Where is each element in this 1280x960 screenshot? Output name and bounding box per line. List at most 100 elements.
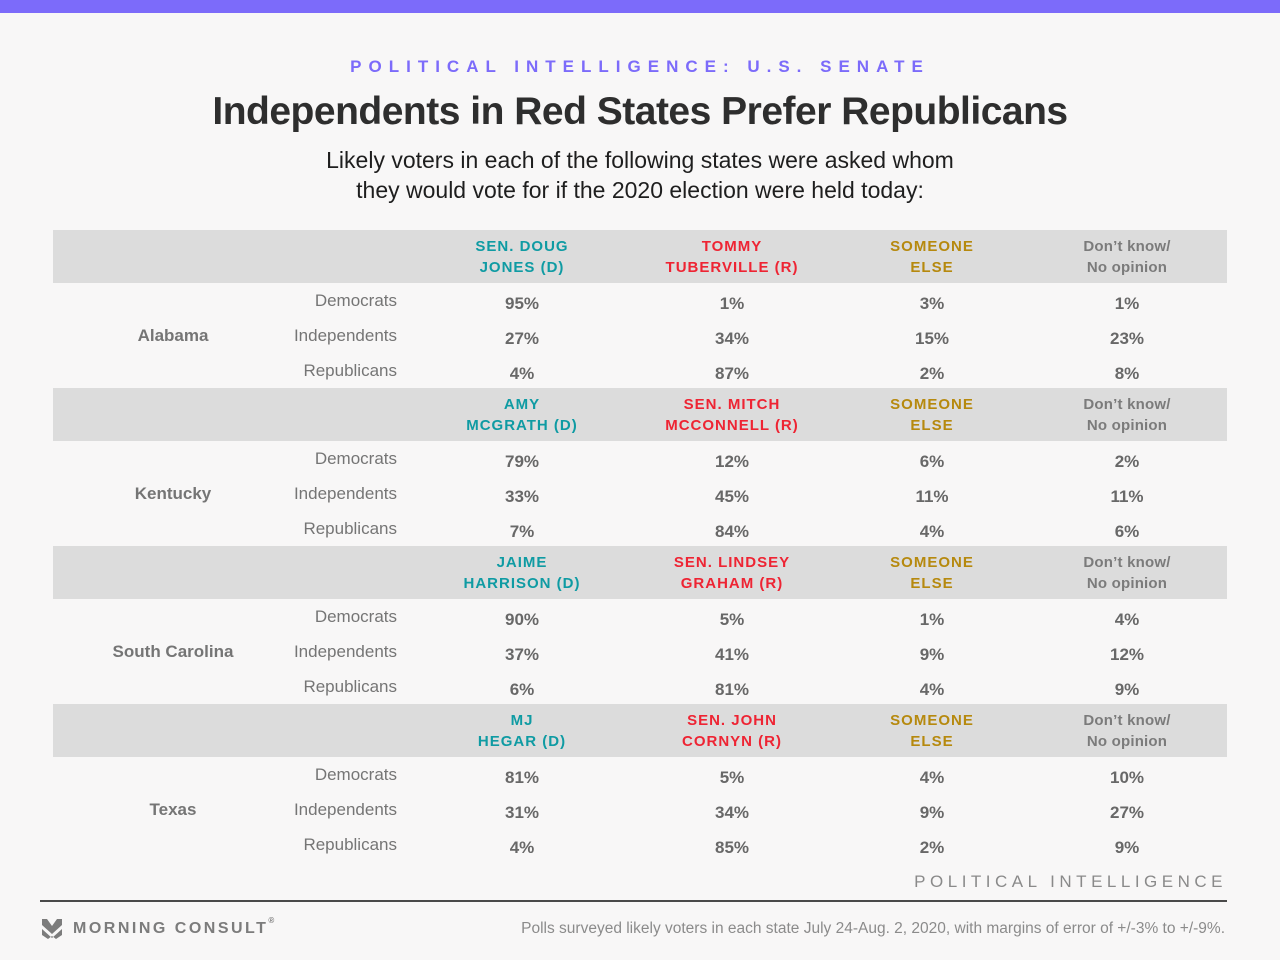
column-header-dont-know: Don’t know/ No opinion	[1027, 236, 1227, 278]
candidate-name-line: SEN. DOUG	[475, 237, 569, 255]
state-poll-section: AMY MCGRATH (D) SEN. MITCH MCCONNELL (R)…	[53, 388, 1227, 546]
state-name: Alabama	[137, 325, 209, 345]
column-header-someone-else: SOMEONE ELSE	[837, 236, 1027, 278]
eyebrow-kicker: POLITICAL INTELLIGENCE: U.S. SENATE	[350, 57, 930, 76]
candidate-name-line: HARRISON (D)	[463, 574, 581, 592]
candidate-header-row: JAIME HARRISON (D) SEN. LINDSEY GRAHAM (…	[53, 546, 1227, 599]
candidate-name-line: JONES (D)	[479, 258, 565, 276]
column-header-republican-candidate: SEN. MITCH MCCONNELL (R)	[627, 394, 837, 436]
page-subtitle: Likely voters in each of the following s…	[0, 145, 1280, 205]
poll-value: 41%	[714, 644, 750, 664]
poll-row-democrats: Democrats 90% 5% 1% 4%	[53, 599, 1227, 634]
candidate-name-line: TOMMY	[701, 237, 763, 255]
respondent-group-label: Democrats	[314, 290, 397, 310]
poll-value: 4%	[509, 363, 535, 383]
poll-row-democrats: Democrats 95% 1% 3% 1%	[53, 283, 1227, 318]
poll-value: 27%	[1109, 802, 1145, 822]
poll-value: 11%	[915, 486, 949, 506]
poll-row-independents: Independents 33% 45% 11% 11%	[53, 476, 1227, 511]
poll-value: 7%	[509, 521, 535, 541]
footer-row: MORNING CONSULT® Polls surveyed likely v…	[40, 916, 1225, 941]
column-header-someone-else: SOMEONE ELSE	[837, 710, 1027, 752]
poll-value: 34%	[714, 328, 750, 348]
state-rows: Kentucky Democrats 79% 12% 6% 2% Indepen…	[53, 441, 1227, 546]
poll-row-republicans: Republicans 7% 84% 4% 6%	[53, 511, 1227, 546]
column-header-republican-candidate: SEN. JOHN CORNYN (R)	[627, 710, 837, 752]
respondent-group-label: Republicans	[303, 676, 397, 696]
subtitle-line-2: they would vote for if the 2020 election…	[356, 177, 924, 203]
header-line: Don’t know/	[1083, 553, 1171, 571]
respondent-group-label: Democrats	[314, 764, 397, 784]
brand-name: MORNING CONSULT®	[73, 916, 275, 937]
footer-divider	[40, 900, 1227, 902]
header-line: ELSE	[910, 574, 954, 592]
poll-value: 4%	[919, 521, 945, 541]
header-line: No opinion	[1086, 574, 1168, 592]
column-header-republican-candidate: SEN. LINDSEY GRAHAM (R)	[627, 552, 837, 594]
column-header-someone-else: SOMEONE ELSE	[837, 394, 1027, 436]
poll-value: 95%	[504, 293, 540, 313]
morning-consult-m-logo-icon	[40, 917, 64, 941]
candidate-name-line: MJ	[510, 711, 534, 729]
state-rows: South Carolina Democrats 90% 5% 1% 4% In…	[53, 599, 1227, 704]
poll-value: 4%	[509, 837, 535, 857]
column-header-dont-know: Don’t know/ No opinion	[1027, 552, 1227, 594]
poll-value: 84%	[714, 521, 750, 541]
column-header-democrat-candidate: AMY MCGRATH (D)	[417, 394, 627, 436]
poll-value: 4%	[1114, 609, 1140, 629]
poll-value: 9%	[919, 802, 945, 822]
respondent-group-label: Independents	[293, 483, 397, 503]
state-name: Kentucky	[134, 483, 212, 503]
candidate-name-line: SEN. JOHN	[687, 711, 777, 729]
candidate-header-row: AMY MCGRATH (D) SEN. MITCH MCCONNELL (R)…	[53, 388, 1227, 441]
series-label: POLITICAL INTELLIGENCE	[914, 872, 1227, 891]
poll-row-democrats: Democrats 81% 5% 4% 10%	[53, 757, 1227, 792]
poll-value: 5%	[719, 767, 745, 787]
poll-value: 4%	[919, 679, 945, 699]
methodology-note: Polls surveyed likely voters in each sta…	[521, 920, 1225, 937]
poll-row-democrats: Democrats 79% 12% 6% 2%	[53, 441, 1227, 476]
header-line: No opinion	[1086, 416, 1168, 434]
candidate-name-line: AMY	[503, 395, 541, 413]
column-header-someone-else: SOMEONE ELSE	[837, 552, 1027, 594]
state-name: Texas	[149, 799, 197, 819]
poll-value: 10%	[1109, 767, 1145, 787]
respondent-group-label: Independents	[293, 641, 397, 661]
poll-value: 79%	[504, 451, 540, 471]
respondent-group-label: Independents	[293, 325, 397, 345]
poll-value: 15%	[914, 328, 950, 348]
poll-value: 31%	[504, 802, 540, 822]
poll-value: 12%	[1109, 644, 1145, 664]
poll-table: SEN. DOUG JONES (D) TOMMY TUBERVILLE (R)…	[53, 230, 1227, 862]
header-line: No opinion	[1086, 258, 1168, 276]
column-header-dont-know: Don’t know/ No opinion	[1027, 710, 1227, 752]
candidate-header-row: SEN. DOUG JONES (D) TOMMY TUBERVILLE (R)…	[53, 230, 1227, 283]
poll-row-republicans: Republicans 4% 85% 2% 9%	[53, 827, 1227, 862]
candidate-name-line: SEN. LINDSEY	[673, 553, 791, 571]
header-line: ELSE	[910, 258, 954, 276]
header-line: Don’t know/	[1083, 395, 1171, 413]
candidate-header-row: MJ HEGAR (D) SEN. JOHN CORNYN (R) SOMEON…	[53, 704, 1227, 757]
header-line: No opinion	[1086, 732, 1168, 750]
candidate-name-line: TUBERVILLE (R)	[665, 258, 799, 276]
state-rows: Alabama Democrats 95% 1% 3% 1% Independe…	[53, 283, 1227, 388]
column-header-republican-candidate: TOMMY TUBERVILLE (R)	[627, 236, 837, 278]
poll-value: 9%	[919, 644, 945, 664]
poll-value: 90%	[504, 609, 540, 629]
poll-value: 9%	[1114, 837, 1140, 857]
candidate-name-line: JAIME	[496, 553, 548, 571]
poll-row-republicans: Republicans 6% 81% 4% 9%	[53, 669, 1227, 704]
candidate-name-line: GRAHAM (R)	[680, 574, 784, 592]
candidate-name-line: CORNYN (R)	[682, 732, 782, 750]
poll-value: 6%	[919, 451, 945, 471]
candidate-name-line: MCGRATH (D)	[466, 416, 578, 434]
poll-value: 12%	[714, 451, 750, 471]
respondent-group-label: Democrats	[314, 606, 397, 626]
candidate-name-line: SEN. MITCH	[683, 395, 781, 413]
poll-value: 11%	[1110, 486, 1144, 506]
accent-top-bar	[0, 0, 1280, 13]
poll-value: 85%	[714, 837, 750, 857]
candidate-name-line: MCCONNELL (R)	[665, 416, 799, 434]
header-line: Don’t know/	[1083, 237, 1171, 255]
respondent-group-label: Independents	[293, 799, 397, 819]
